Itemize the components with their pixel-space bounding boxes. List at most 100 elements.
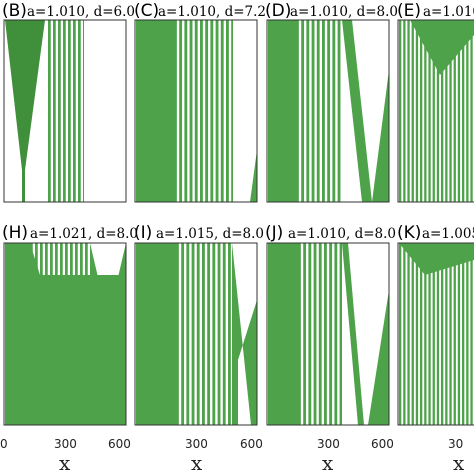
panel-b-stripe-6 (78, 20, 81, 202)
panel-k-stripe-16 (466, 243, 469, 425)
panel-h-stripe-4 (50, 243, 53, 323)
panel-e-stripe-2 (407, 20, 410, 202)
panel-b-stripe-7 (83, 20, 84, 202)
x-axis-label-i: x (191, 451, 203, 474)
panel-i-stripe-3 (191, 243, 195, 425)
panel-h-stripe-6 (60, 243, 63, 323)
panel-i: (I) a=1.015, d=8.0 (134, 223, 264, 426)
panel-k-stripe-6 (424, 243, 427, 425)
panel-e-stripe-10 (441, 20, 444, 202)
panel-j: (J) a=1.010, d=8.0 (265, 223, 396, 426)
panel-b-frame (3, 19, 127, 203)
panel-c-stripe-9 (220, 20, 224, 202)
panel-j-stripe-4 (318, 243, 322, 425)
panel-k-stripe-3 (411, 243, 414, 425)
panel-i-stripe-9 (222, 243, 226, 425)
panel-e-top-wedge (410, 20, 474, 75)
panel-c-plot (136, 20, 257, 202)
panel-h-stripe-0 (30, 243, 33, 323)
x-axis-label-b: x (59, 451, 71, 474)
panel-c: (C) a=1.010, d=7.2 (134, 1, 266, 203)
panel-i-stripe-10 (228, 243, 231, 425)
panel-k-plot (399, 243, 474, 425)
panel-i-solid-band (136, 243, 176, 425)
tick-label-i-600: 600 (240, 437, 263, 451)
panel-k-stripe-0 (399, 243, 402, 425)
panel-c-stripe-10 (226, 20, 229, 202)
panel-k-stripe-13 (453, 243, 456, 425)
panel-j-stripe-7 (334, 243, 338, 425)
panel-e-stripe-11 (445, 20, 448, 202)
panel-c-stripe-7 (210, 20, 214, 202)
panel-b-letter: (B) (2, 1, 27, 21)
panel-e-stripe-14 (457, 20, 461, 202)
panel-k-letter: (K) (397, 223, 421, 243)
panel-i-stripe-4 (196, 243, 200, 425)
panel-d: (D) a=1.010, d=8.0 (265, 1, 398, 203)
panel-k-stripe-2 (407, 243, 410, 425)
panel-j-stripe-2 (308, 243, 312, 425)
panel-b: (B) a=1.010, d=6.0 (2, 1, 135, 203)
panel-h-frame (3, 242, 127, 426)
panel-i-stripe-6 (207, 243, 211, 425)
panel-e-stripe-0 (399, 20, 402, 202)
panel-e-stripe-15 (462, 20, 465, 202)
x-axis-label-j: x (322, 451, 334, 474)
panel-k-stripe-4 (415, 243, 419, 425)
panel-i-letter: (I) (134, 223, 152, 243)
panel-e-stripe-13 (453, 20, 456, 202)
panel-i-stripe-8 (217, 243, 221, 425)
panel-j-frame (266, 242, 390, 426)
panel-k-stripe-7 (428, 243, 431, 425)
tick-label-b-0: 0 (0, 437, 8, 451)
panel-j-stripe-1 (303, 243, 307, 425)
panel-h-stripe-10 (80, 243, 83, 323)
panel-c-stripe-6 (205, 20, 209, 202)
panel-k-stripe-8 (432, 243, 435, 425)
panel-c-params: a=1.010, d=7.2 (158, 4, 266, 20)
panel-d-frame (266, 19, 390, 203)
panel-e-stripe-16 (466, 20, 469, 202)
panel-h-plot (5, 243, 126, 425)
panel-e: (E) a=1.010 (397, 1, 474, 203)
panel-h-params: a=1.021, d=8.0 (30, 226, 138, 242)
panel-h-top-left (5, 243, 40, 275)
panel-d-stripe-1 (301, 20, 305, 202)
panel-k-stripe-17 (470, 243, 473, 425)
panel-i-frame (134, 242, 258, 426)
panel-c-stripe-4 (194, 20, 198, 202)
panel-e-stripe-6 (424, 20, 427, 202)
panel-e-frame (397, 19, 474, 203)
panel-h-letter: (H) (2, 223, 28, 243)
panel-b-stripe-4 (68, 20, 71, 202)
panel-i-stripe-7 (212, 243, 216, 425)
panel-d-stripe-8 (337, 20, 341, 202)
panel-d-stripe-4 (316, 20, 320, 202)
panel-c-stripe-1 (179, 20, 183, 202)
panel-k-stripe-14 (457, 243, 461, 425)
panel-e-stripe-17 (470, 20, 473, 202)
panel-d-stripe-7 (332, 20, 336, 202)
panel-d-diagonal (342, 20, 372, 202)
panel-c-stripe-11 (231, 20, 233, 202)
panel-j-stripe-6 (329, 243, 333, 425)
panel-e-stripe-5 (420, 20, 423, 202)
panel-d-stripe-6 (327, 20, 331, 202)
panel-k-stripe-10 (441, 243, 444, 425)
panel-i-params: a=1.015, d=8.0 (156, 226, 264, 242)
panel-i-stripe-0 (176, 243, 179, 425)
panel-d-params: a=1.010, d=8.0 (290, 4, 398, 20)
x-axis-label-k: x (453, 451, 465, 474)
panel-i-stripe-5 (202, 243, 205, 425)
panel-d-solid-band (268, 20, 296, 202)
panel-c-stripe-2 (184, 20, 188, 202)
panel-j-stripe-3 (313, 243, 317, 425)
panel-h-stripe-3 (45, 243, 48, 323)
panel-k-stripe-15 (462, 243, 465, 425)
panel-c-stripe-3 (189, 20, 193, 202)
panel-b-stripe-3 (63, 20, 66, 202)
panel-k: (K) a=1.005 (397, 223, 474, 426)
panel-h-stripe-11 (85, 243, 88, 323)
panel-k-stripe-9 (436, 243, 440, 425)
panel-d-stripe-0 (296, 20, 299, 202)
